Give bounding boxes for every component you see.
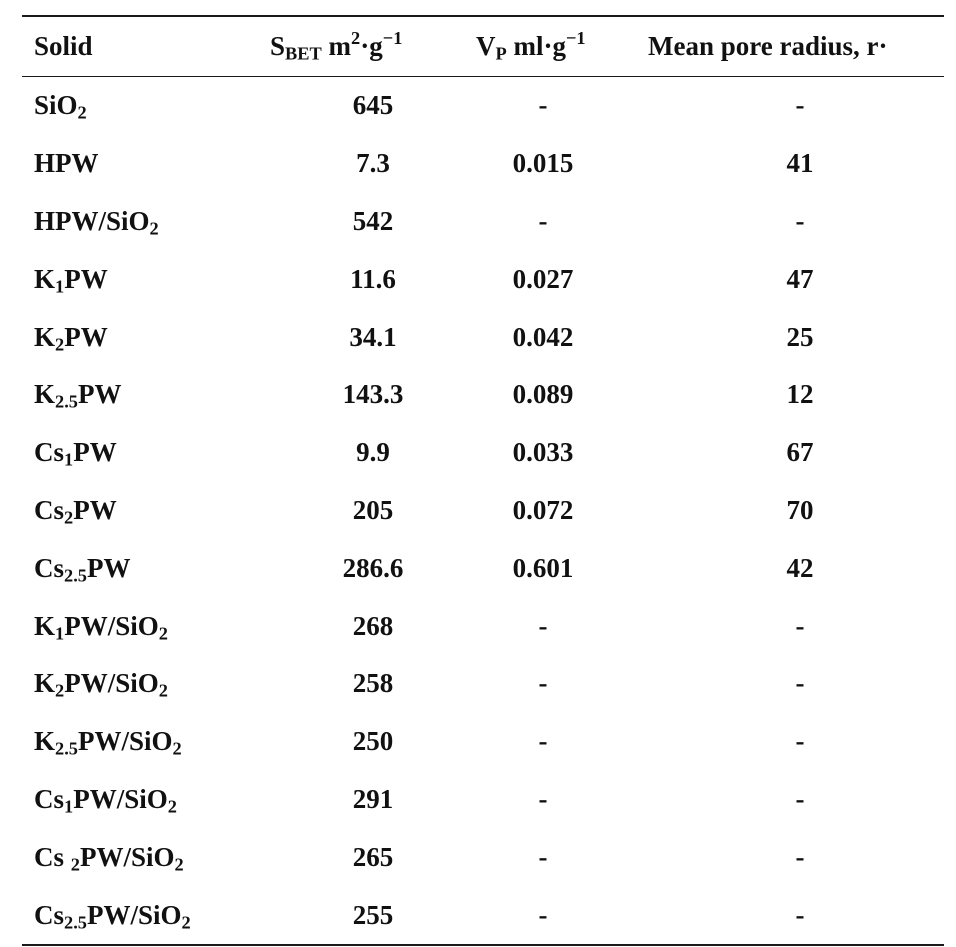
cell-solid: K2PW bbox=[34, 321, 108, 355]
table-row: K2.5PW 143.3 0.089 12 bbox=[22, 366, 944, 424]
table-row: Cs2.5PW 286.6 0.601 42 bbox=[22, 539, 944, 597]
cell-sbet: 250 bbox=[352, 726, 394, 757]
cell-vp: 0.033 bbox=[512, 437, 574, 468]
cell-radius: 12 bbox=[786, 379, 814, 410]
table-row: K1PW 11.6 0.027 47 bbox=[22, 250, 944, 308]
table-row: Cs 2PW/SiO2 265 - - bbox=[22, 828, 944, 886]
cell-radius: 42 bbox=[786, 552, 814, 583]
cell-sbet: 9.9 bbox=[356, 437, 390, 468]
cell-vp: 0.072 bbox=[512, 494, 574, 525]
cell-sbet: 11.6 bbox=[350, 263, 396, 294]
cell-vp: - bbox=[538, 899, 548, 930]
bottom-rule bbox=[22, 943, 944, 946]
cell-radius: 47 bbox=[786, 263, 814, 294]
cell-radius: 41 bbox=[786, 148, 814, 179]
cell-radius: - bbox=[795, 783, 805, 814]
table-row: K1PW/SiO2 268 - - bbox=[22, 597, 944, 655]
cell-radius: - bbox=[795, 205, 805, 236]
cell-solid: HPW/SiO2 bbox=[34, 205, 159, 239]
table-row: Cs1PW/SiO2 291 - - bbox=[22, 771, 944, 829]
cell-radius: 25 bbox=[786, 321, 814, 352]
cell-sbet: 205 bbox=[352, 494, 394, 525]
cell-sbet: 34.1 bbox=[349, 321, 397, 352]
cell-radius: - bbox=[795, 610, 805, 641]
cell-sbet: 291 bbox=[352, 783, 394, 814]
header-row: Solid SBET m2·g−1 VP ml·g−1 Mean pore ra… bbox=[22, 17, 944, 76]
cell-sbet: 542 bbox=[352, 205, 394, 236]
cell-solid: K2.5PW/SiO2 bbox=[34, 726, 182, 759]
cell-radius: - bbox=[795, 726, 805, 757]
cell-vp: - bbox=[538, 205, 548, 236]
cell-vp: - bbox=[538, 726, 548, 757]
cell-solid: HPW bbox=[34, 148, 99, 179]
top-rule bbox=[22, 15, 944, 17]
cell-vp: 0.089 bbox=[512, 379, 574, 410]
table-row: SiO2 645 - - bbox=[22, 77, 944, 135]
cell-solid: Cs 2PW/SiO2 bbox=[34, 841, 184, 875]
cell-sbet: 268 bbox=[352, 610, 394, 641]
cell-solid: Cs2PW bbox=[34, 494, 117, 528]
cell-radius: 70 bbox=[786, 494, 814, 525]
header-rule bbox=[22, 76, 944, 77]
cell-radius: - bbox=[795, 841, 805, 872]
cell-solid: Cs1PW/SiO2 bbox=[34, 783, 177, 817]
table-row: Cs1PW 9.9 0.033 67 bbox=[22, 424, 944, 482]
cell-vp: 0.027 bbox=[512, 263, 574, 294]
cell-solid: K2PW/SiO2 bbox=[34, 668, 168, 701]
cell-sbet: 258 bbox=[352, 668, 394, 699]
cell-radius: - bbox=[795, 668, 805, 699]
cell-vp: 0.601 bbox=[512, 552, 574, 583]
header-solid: Solid bbox=[34, 31, 93, 61]
table-row: K2PW 34.1 0.042 25 bbox=[22, 308, 944, 366]
cell-solid: SiO2 bbox=[34, 90, 87, 123]
cell-sbet: 265 bbox=[352, 841, 394, 872]
cell-vp: - bbox=[538, 90, 548, 121]
cell-radius: - bbox=[795, 90, 805, 121]
table-row: K2.5PW/SiO2 250 - - bbox=[22, 713, 944, 771]
cell-sbet: 143.3 bbox=[342, 379, 404, 410]
cell-sbet: 7.3 bbox=[356, 148, 390, 179]
table-row: HPW/SiO2 542 - - bbox=[22, 193, 944, 251]
cell-solid: K1PW/SiO2 bbox=[34, 610, 168, 644]
cell-vp: - bbox=[538, 668, 548, 699]
header-sbet: SBET m2·g−1 bbox=[270, 27, 403, 64]
table-row: Cs2.5PW/SiO2 255 - - bbox=[22, 886, 944, 944]
cell-solid: Cs1PW bbox=[34, 437, 117, 470]
surface-properties-table: Solid SBET m2·g−1 VP ml·g−1 Mean pore ra… bbox=[22, 17, 944, 944]
cell-solid: K1PW bbox=[34, 263, 108, 297]
cell-radius: 67 bbox=[786, 437, 814, 468]
cell-vp: 0.042 bbox=[512, 321, 574, 352]
cell-vp: - bbox=[538, 783, 548, 814]
table-row: K2PW/SiO2 258 - - bbox=[22, 655, 944, 713]
cell-sbet: 286.6 bbox=[342, 552, 404, 583]
cell-vp: - bbox=[538, 610, 548, 641]
cell-solid: Cs2.5PW bbox=[34, 552, 131, 586]
cell-sbet: 255 bbox=[352, 899, 394, 930]
cell-vp: 0.015 bbox=[512, 148, 574, 179]
table-row: Cs2PW 205 0.072 70 bbox=[22, 482, 944, 540]
data-table-container: Solid SBET m2·g−1 VP ml·g−1 Mean pore ra… bbox=[22, 15, 944, 946]
table-row: HPW 7.3 0.015 41 bbox=[22, 135, 944, 193]
cell-solid: K2.5PW bbox=[34, 379, 122, 412]
cell-radius: - bbox=[795, 899, 805, 930]
cell-vp: - bbox=[538, 841, 548, 872]
cell-sbet: 645 bbox=[352, 90, 394, 121]
cell-solid: Cs2.5PW/SiO2 bbox=[34, 899, 191, 933]
header-vp: VP ml·g−1 bbox=[476, 27, 586, 64]
header-radius: Mean pore radius, r· bbox=[648, 31, 888, 61]
